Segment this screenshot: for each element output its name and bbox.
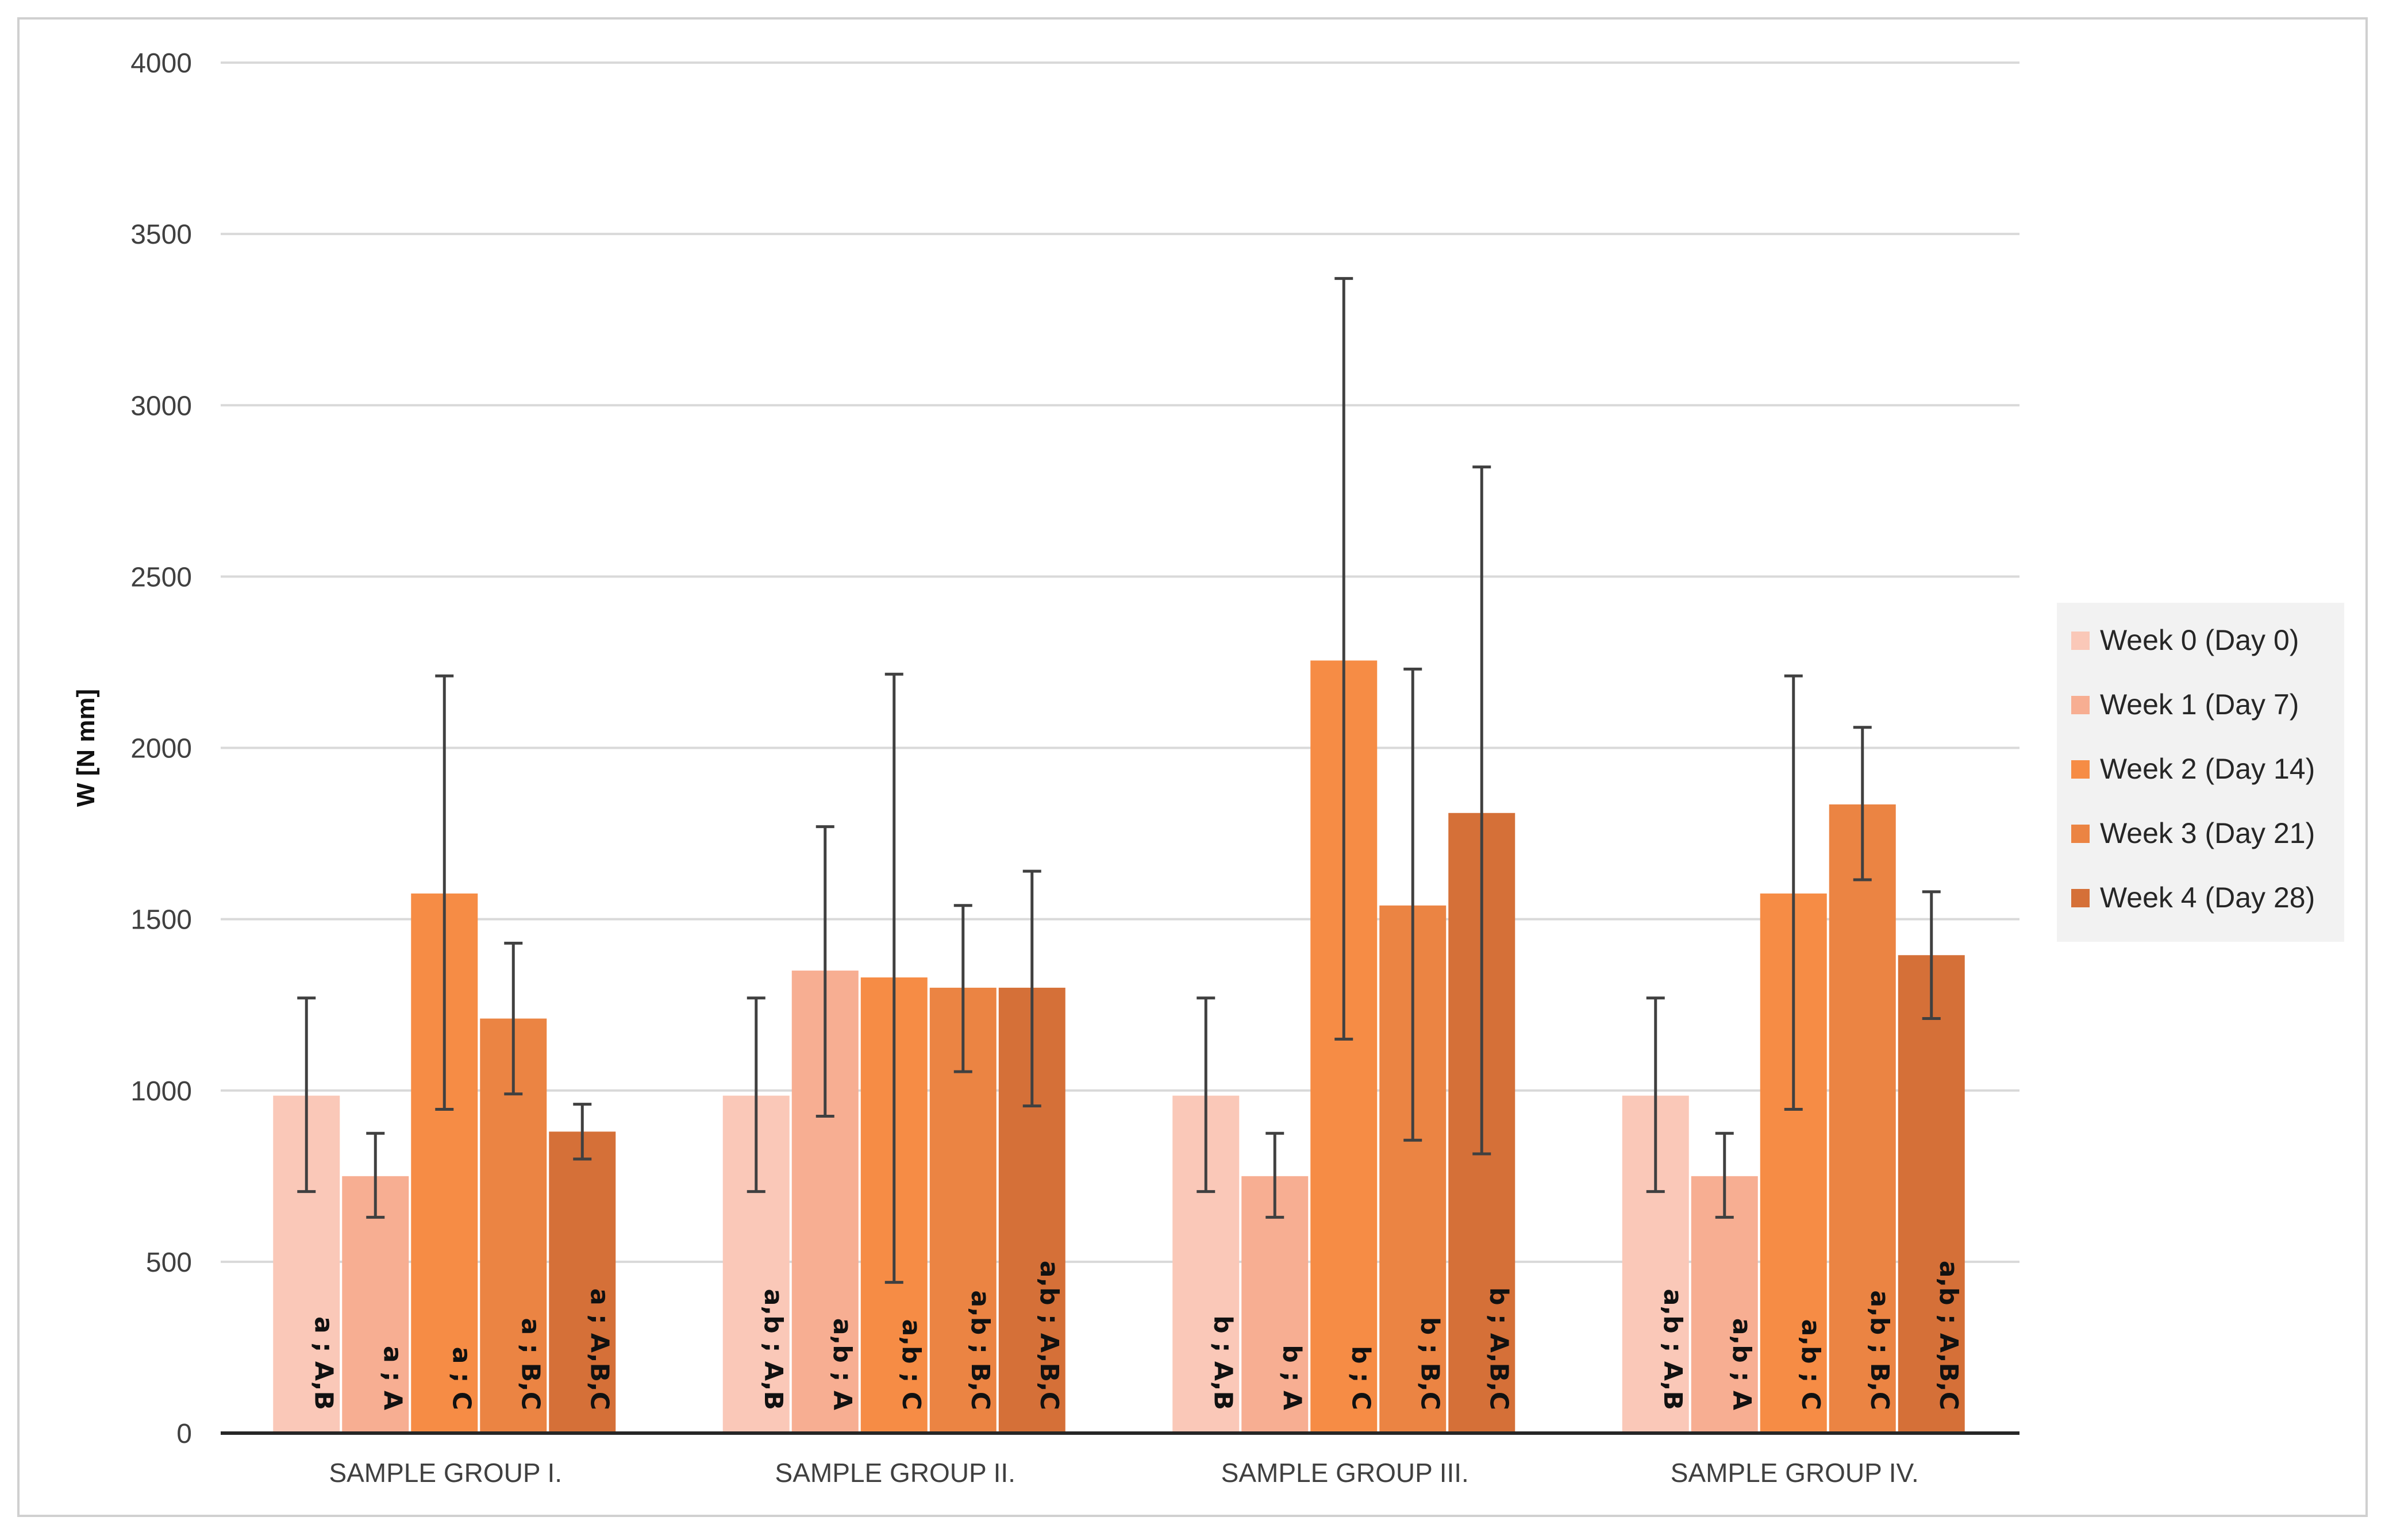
bar — [549, 1131, 616, 1433]
bar-labels: a ; A,B a ; A a ; C a ; B,C a ; A,B,C a,b ; A… — [309, 1261, 1963, 1410]
legend-swatch — [2071, 889, 2090, 907]
y-tick-label: 3000 — [130, 391, 192, 421]
y-axis-title: W [N mm] — [72, 689, 100, 807]
bar-label: a ; A,B,C — [584, 1288, 614, 1410]
bar — [342, 1176, 409, 1433]
bar-label: a ; B,C — [516, 1318, 545, 1410]
bar-label: a ; C — [447, 1347, 476, 1410]
bar-label: b ; B,C — [1415, 1317, 1444, 1410]
bar-label: a,b ; B,C — [965, 1290, 995, 1410]
error-bars — [297, 277, 1941, 1284]
y-tick-label: 0 — [176, 1419, 192, 1449]
y-axis-ticks: 0 500 1000 1500 2000 2500 3000 3500 4000 — [130, 48, 192, 1449]
legend: Week 0 (Day 0) Week 1 (Day 7) Week 2 (Day … — [2057, 603, 2344, 942]
legend-swatch — [2071, 632, 2090, 650]
category-label: SAMPLE GROUP I. — [329, 1458, 562, 1488]
legend-label: Week 0 (Day 0) — [2100, 624, 2299, 656]
legend-label: Week 3 (Day 21) — [2100, 817, 2315, 849]
bar-label: a,b ; A,B — [759, 1289, 788, 1410]
y-tick-label: 2000 — [130, 734, 192, 764]
y-tick-label: 1500 — [130, 905, 192, 935]
bar — [1829, 804, 1896, 1433]
category-label: SAMPLE GROUP II. — [775, 1458, 1015, 1488]
bar-label: a ; A,B — [309, 1316, 338, 1410]
bar-label: a ; A — [378, 1346, 407, 1410]
legend-swatch — [2071, 696, 2090, 714]
bar-label: a,b ; A,B — [1658, 1289, 1687, 1410]
bars — [273, 660, 1965, 1433]
legend-label: Week 1 (Day 7) — [2100, 688, 2299, 721]
y-tick-label: 3500 — [130, 220, 192, 250]
y-tick-label: 1000 — [130, 1076, 192, 1107]
bar-label: a,b ; C — [1796, 1319, 1825, 1410]
bar-label: a,b ; A — [828, 1318, 857, 1410]
bar-label: a,b ; A — [1727, 1318, 1756, 1410]
bar-label: a,b ; A,B,C — [1034, 1261, 1064, 1410]
bar-label: b ; A — [1277, 1345, 1306, 1410]
x-axis-categories: SAMPLE GROUP I. SAMPLE GROUP II. SAMPLE GR… — [329, 1458, 1918, 1488]
bar-label: b ; A,B,C — [1484, 1287, 1513, 1410]
legend-label: Week 4 (Day 28) — [2100, 881, 2315, 914]
bar — [1691, 1176, 1758, 1433]
bar-label: a,b ; C — [897, 1319, 926, 1410]
bar-label: a,b ; B,C — [1865, 1290, 1894, 1410]
legend-swatch — [2071, 825, 2090, 843]
bar-label: b ; A,B — [1208, 1315, 1237, 1410]
y-tick-label: 500 — [146, 1248, 192, 1278]
category-label: SAMPLE GROUP III. — [1221, 1458, 1469, 1488]
chart-frame: 0 500 1000 1500 2000 2500 3000 3500 4000 a ; A,B… — [17, 17, 2368, 1517]
category-label: SAMPLE GROUP IV. — [1671, 1458, 1919, 1488]
bar-label: a,b ; A,B,C — [1934, 1261, 1963, 1410]
bar — [1898, 955, 1965, 1433]
bar-label: b ; C — [1346, 1346, 1375, 1410]
bar — [1241, 1176, 1309, 1433]
legend-swatch — [2071, 760, 2090, 779]
legend-background — [2057, 603, 2344, 942]
legend-label: Week 2 (Day 14) — [2100, 753, 2315, 785]
y-tick-label: 4000 — [130, 48, 192, 79]
bar-chart: 0 500 1000 1500 2000 2500 3000 3500 4000 a ; A,B… — [72, 48, 2344, 1488]
y-tick-label: 2500 — [130, 562, 192, 592]
